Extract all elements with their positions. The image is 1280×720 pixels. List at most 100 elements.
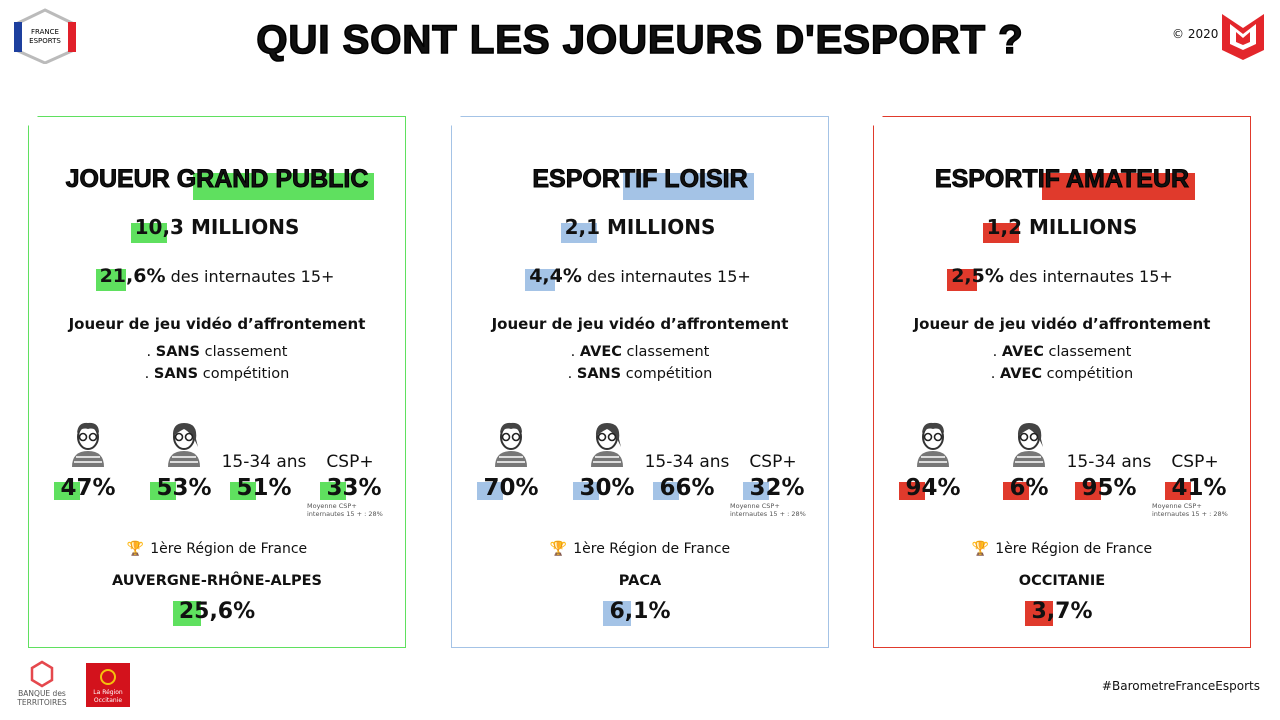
stat-age-value: 51% (219, 475, 309, 501)
stat-value: 41% (1165, 475, 1227, 501)
description: Joueur de jeu vidéo d’affrontement (913, 315, 1211, 333)
icon-part (78, 432, 88, 442)
criterion-bold: SANS (153, 366, 199, 382)
share: 21,6% des internautes 15+ (29, 265, 405, 291)
icon-part (1013, 451, 1045, 467)
stat-men: 47% (43, 475, 133, 501)
icon-part (72, 451, 104, 467)
stat-value: 95% (1075, 475, 1137, 501)
region-label: 🏆 1ère Région de France (874, 541, 1250, 557)
criterion-bullet: . (567, 366, 573, 382)
icon-woman (1013, 423, 1045, 467)
region-name: AUVERGNE-RHÔNE-ALPES (112, 573, 322, 589)
criterion-text: classement (626, 344, 710, 360)
icon-part (172, 423, 198, 447)
stat-women: 30% (562, 475, 652, 501)
logo-text: Occitanie (94, 697, 122, 704)
region-label: 🏆 1ère Région de France (452, 541, 828, 557)
logo-text: BANQUE des (18, 689, 66, 698)
stat-value: 51% (230, 475, 292, 501)
age-label: 15-34 ans (221, 452, 307, 472)
share-value-wrap: 21,6% (95, 265, 166, 291)
icon-part (74, 456, 102, 463)
page-title: QUI SONT LES JOUEURS D'ESPORT ? (256, 17, 1024, 63)
region-name: OCCITANIE (1018, 573, 1106, 589)
criterion-bullet: . (570, 344, 576, 360)
share: 4,4% des internautes 15+ (452, 265, 828, 291)
stat-value: 33% (320, 475, 382, 501)
icon-part (500, 422, 522, 433)
criterion-bold: SANS (576, 366, 622, 382)
copyright: © 2020 (1172, 27, 1219, 41)
icon-part (1019, 432, 1029, 442)
stat-women: 53% (139, 475, 229, 501)
criterion-bullet: . (992, 344, 998, 360)
share-value-wrap: 2,5% (947, 265, 1004, 291)
trophy: 🏆 (126, 541, 145, 557)
csp-note-line: internautes 15 + : 28% (307, 510, 383, 518)
icon-part (168, 451, 200, 467)
description: Joueur de jeu vidéo d’affrontement (491, 315, 789, 333)
criterion: . AVEC compétition (874, 366, 1250, 382)
millions-value: 2,1 (560, 215, 601, 243)
icon-part (919, 456, 947, 463)
icon-part (495, 451, 527, 467)
criterion: . SANS compétition (452, 366, 828, 382)
icon-part (174, 432, 184, 442)
icon-man (495, 422, 527, 467)
icon-part (511, 432, 521, 442)
millions-unit: MILLIONS (1028, 215, 1138, 239)
stat-csp-value: 32% (732, 475, 822, 501)
csp-note-line: Moyenne CSP+ (307, 502, 357, 510)
logo-occitanie: La Région Occitanie (86, 663, 130, 707)
criterion-text: classement (204, 344, 288, 360)
millions: 2,1 MILLIONS (452, 215, 828, 243)
logo-text: FRANCE (31, 28, 59, 36)
millions-unit: MILLIONS (190, 215, 300, 239)
criterion-text: classement (1048, 344, 1132, 360)
criterion: . SANS compétition (29, 366, 405, 382)
icon-woman (168, 423, 200, 467)
csp-label: CSP+ (326, 452, 374, 472)
icon-part (1015, 456, 1043, 463)
millions-value: 10,3 (130, 215, 184, 243)
icon-woman (591, 423, 623, 467)
icon-part (917, 451, 949, 467)
region-name: PACA (618, 573, 662, 589)
icon-part (77, 422, 99, 433)
icon-part (88, 432, 98, 442)
share-value-wrap: 4,4% (525, 265, 582, 291)
region-label-text: 1ère Région de France (995, 541, 1153, 557)
csp-note: Moyenne CSP+ internautes 15 + : 28% (1152, 502, 1228, 518)
stat-value: 32% (743, 475, 805, 501)
logo-france-esports: FRANCE ESPORTS (14, 8, 76, 64)
stat-csp-value: 41% (1154, 475, 1244, 501)
stat-value: 6% (1003, 475, 1049, 501)
region-value: 3,7% (874, 599, 1250, 626)
logo-text: TERRITOIRES (16, 698, 67, 707)
panel-title-text: ESPORTIF AMATEUR (934, 165, 1196, 200)
millions: 1,2 MILLIONS (874, 215, 1250, 243)
region-label-text: 1ère Région de France (573, 541, 731, 557)
share-text: des internautes 15+ (170, 267, 335, 286)
region-value: 25,6% (29, 599, 405, 626)
criterion-bullet: . (990, 366, 996, 382)
criterion-bold: AVEC (1001, 344, 1044, 360)
millions: 10,3 MILLIONS (29, 215, 405, 243)
panel: ESPORTIF AMATEUR 1,2 MILLIONS 2,5% des int… (873, 116, 1251, 648)
criterion: . AVEC classement (874, 344, 1250, 360)
csp-label: CSP+ (1171, 452, 1219, 472)
csp-note-line: Moyenne CSP+ (730, 502, 780, 510)
millions-unit: MILLIONS (606, 215, 716, 239)
trophy: 🏆 (549, 541, 568, 557)
logo-m (1222, 14, 1264, 60)
region-value: 6,1% (452, 599, 828, 626)
stat-csp-value: 33% (309, 475, 399, 501)
panel-title-text: ESPORTIF LOISIR (532, 165, 754, 200)
description: Joueur de jeu vidéo d’affrontement (68, 315, 366, 333)
stat-men: 70% (466, 475, 556, 501)
stat-men: 94% (888, 475, 978, 501)
panel-title: ESPORTIF AMATEUR (874, 165, 1250, 200)
age-label: 15-34 ans (644, 452, 730, 472)
stat-women: 6% (984, 475, 1074, 501)
